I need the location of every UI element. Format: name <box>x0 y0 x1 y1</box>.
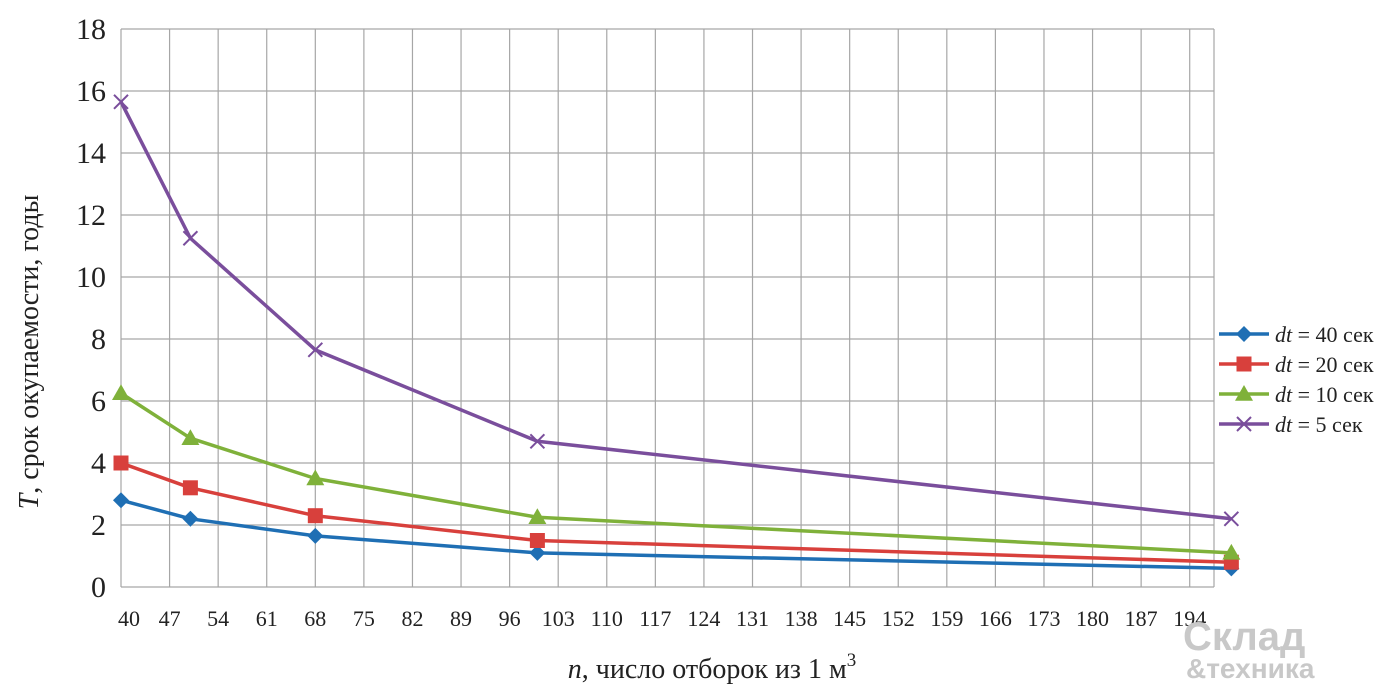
watermark-logo: Склад &техника <box>1183 615 1315 684</box>
data-point <box>529 433 546 450</box>
x-tick-label: 117 <box>639 606 671 631</box>
data-point <box>113 455 129 471</box>
y-axis-text: , срок окупаемости, годы <box>14 194 45 493</box>
x-tick-label: 138 <box>785 606 818 631</box>
x-tick-label: 159 <box>930 606 963 631</box>
legend-label: dt = 10 сек <box>1275 382 1374 407</box>
data-point <box>1236 326 1252 342</box>
legend-label-text: = 10 сек <box>1292 382 1374 407</box>
x-axis-var: n <box>568 654 582 685</box>
y-tick-labels: 0 2 4 6 8 10 12 14 16 18 <box>76 13 106 604</box>
legend-item: dt = 5 сек <box>1219 412 1363 437</box>
data-point <box>529 533 545 548</box>
y-tick-label: 12 <box>76 199 106 232</box>
x-tick-label: 131 <box>736 606 769 631</box>
data-point <box>1236 416 1252 432</box>
data-point <box>182 480 198 496</box>
legend-label: dt = 40 сек <box>1275 322 1374 347</box>
y-tick-label: 16 <box>76 75 106 108</box>
legend-label-var: dt <box>1275 322 1293 347</box>
x-tick-label: 61 <box>256 606 278 631</box>
x-tick-label: 54 <box>207 606 229 631</box>
legend-label-var: dt <box>1275 412 1293 437</box>
legend-label-var: dt <box>1275 352 1293 377</box>
x-tick-label: 82 <box>401 606 423 631</box>
data-point <box>112 384 130 400</box>
data-point <box>306 469 325 486</box>
legend-label-text: = 40 сек <box>1292 322 1374 347</box>
y-tick-label: 18 <box>76 13 106 46</box>
series-2 <box>112 384 1241 560</box>
watermark-line1: Склад <box>1183 615 1305 659</box>
y-tick-label: 2 <box>91 509 106 542</box>
data-point <box>113 94 129 110</box>
y-tick-label: 10 <box>76 261 106 294</box>
x-tick-label: 68 <box>304 606 326 631</box>
data-point <box>182 230 199 246</box>
y-tick-label: 4 <box>91 447 106 480</box>
x-tick-label: 47 <box>159 606 181 631</box>
x-tick-label: 166 <box>979 606 1012 631</box>
grid <box>120 28 1215 588</box>
series-line <box>119 101 1232 521</box>
x-tick-label: 194 <box>1173 606 1206 631</box>
series-3 <box>113 94 1240 527</box>
x-tick-label: 89 <box>450 606 472 631</box>
y-tick-label: 6 <box>91 385 106 418</box>
x-tick-label: 124 <box>687 606 720 631</box>
y-tick-label: 0 <box>91 571 106 604</box>
x-tick-label: 40 <box>118 606 140 631</box>
data-point <box>307 527 324 544</box>
legend-label-var: dt <box>1275 382 1293 407</box>
x-tick-label: 145 <box>833 606 866 631</box>
legend-label: dt = 20 сек <box>1275 352 1374 377</box>
legend-item: dt = 40 сек <box>1219 322 1374 347</box>
data-point <box>1235 385 1253 401</box>
x-tick-label: 75 <box>353 606 375 631</box>
x-tick-label: 103 <box>542 606 575 631</box>
series-group <box>112 94 1241 577</box>
x-tick-labels: 40 47 54 61 68 75 82 89 96 103 110 117 124 131 138 145 1… <box>118 606 1206 631</box>
legend-label-text: = 5 сек <box>1292 412 1363 437</box>
x-tick-label: 110 <box>591 606 623 631</box>
data-point <box>182 510 199 527</box>
data-point <box>307 508 323 524</box>
legend-label: dt = 5 сек <box>1275 412 1363 437</box>
x-axis-sup: 3 <box>847 650 857 671</box>
data-point <box>181 429 200 445</box>
y-tick-label: 8 <box>91 323 106 356</box>
y-tick-label: 14 <box>76 137 106 170</box>
series-line <box>120 461 1232 564</box>
y-axis-var: T <box>14 491 45 509</box>
x-tick-label: 152 <box>882 606 915 631</box>
legend-item: dt = 10 сек <box>1219 382 1374 407</box>
x-axis-text: , число отборок из 1 м <box>582 654 847 685</box>
x-tick-label: 96 <box>499 606 521 631</box>
legend-item: dt = 20 сек <box>1219 352 1374 377</box>
watermark-line2: &техника <box>1186 653 1315 684</box>
data-point <box>1222 543 1241 560</box>
x-tick-label: 180 <box>1076 606 1109 631</box>
x-axis-title: n, число отборок из 1 м3 <box>568 650 856 685</box>
data-point <box>529 544 546 561</box>
data-point <box>307 342 324 358</box>
data-point <box>1236 356 1252 372</box>
series-line <box>120 391 1232 555</box>
series-0 <box>113 492 1240 577</box>
x-tick-label: 173 <box>1027 606 1060 631</box>
series-1 <box>113 455 1239 570</box>
data-point <box>1223 511 1240 527</box>
legend-label-text: = 20 сек <box>1292 352 1374 377</box>
data-point <box>113 492 129 509</box>
y-axis-title: T, срок окупаемости, годы <box>14 194 45 509</box>
x-tick-label: 187 <box>1125 606 1158 631</box>
data-point <box>528 508 547 524</box>
